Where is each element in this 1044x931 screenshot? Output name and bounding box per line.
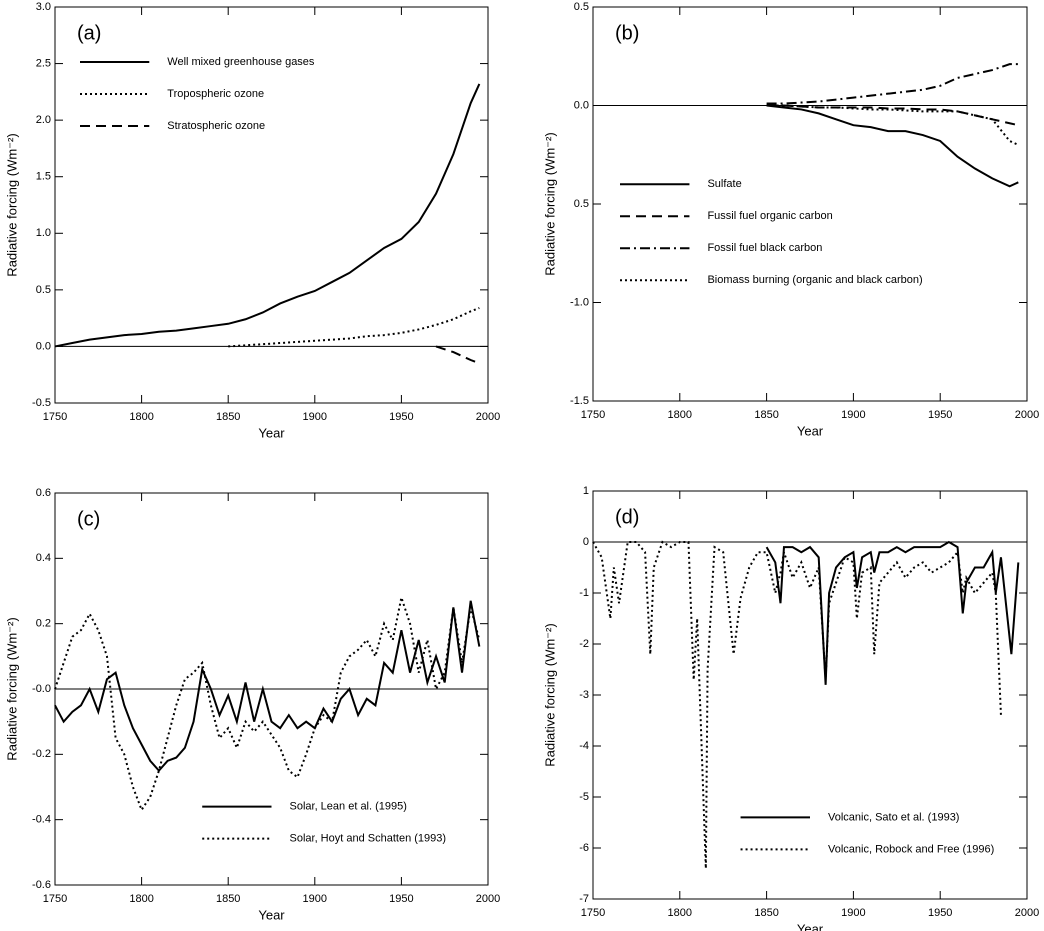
legend-text: Stratospheric ozone [167, 120, 265, 132]
legend-text: Sulfate [707, 178, 741, 190]
panel: -7 -6 -5 -4 -3 -2 -1 0 1 1750 1800 1850 1900 1950 2000… [542, 485, 1039, 931]
y-tick-label: -0.6 [32, 879, 51, 891]
panel: -1.5 -1.0 0.5 0.0 0.5 1750 1800 1850 1900 1950 200… [542, 1, 1039, 439]
x-tick-label: 1750 [43, 893, 67, 905]
y-tick-label: 1 [583, 485, 589, 497]
x-tick-label: 1750 [581, 907, 605, 919]
x-tick-label: 2000 [476, 893, 500, 905]
y-tick-label: 2.5 [36, 57, 51, 69]
series-line [766, 104, 1019, 127]
y-tick-label: 0.0 [36, 340, 51, 352]
x-tick-label: 1900 [841, 907, 865, 919]
x-tick-label: 1850 [754, 409, 778, 421]
panel-annotation: (d) [615, 506, 639, 528]
panel-annotation: (b) [615, 22, 639, 44]
y-tick-label: 0.4 [36, 552, 51, 564]
y-tick-label: -0.4 [32, 814, 51, 826]
y-tick-label: -3 [579, 689, 589, 701]
y-tick-label: -7 [579, 893, 589, 905]
y-tick-label: 3.0 [36, 1, 51, 13]
y-tick-label: 0.2 [36, 618, 51, 630]
legend-text: Well mixed greenhouse gases [167, 56, 315, 68]
series-line [54, 83, 481, 348]
y-tick-label: 0.5 [574, 1, 589, 13]
y-axis-title: Radiative forcing (Wm⁻²) [542, 132, 557, 275]
y-tick-label: -6 [579, 842, 589, 854]
x-tick-label: 1800 [668, 409, 692, 421]
y-axis-title: Radiative forcing (Wm⁻²) [4, 617, 19, 760]
legend-text: Fussil fuel organic carbon [707, 210, 832, 222]
x-axis-title: Year [797, 423, 824, 438]
legend-text: Solar, Lean et al. (1995) [290, 801, 407, 813]
panel: -0.5 0.0 0.5 1.0 1.5 2.0 2.5 3.0 1750 1800 1850 190… [4, 1, 500, 441]
y-tick-label: 1.5 [36, 171, 51, 183]
y-axis-title: Radiative forcing (Wm⁻²) [4, 133, 19, 276]
y-tick-label: 0.5 [36, 284, 51, 296]
y-tick-label: -0.5 [32, 397, 51, 409]
x-axis-title: Year [258, 425, 285, 440]
y-tick-label: -1.0 [570, 296, 589, 308]
x-tick-label: 1800 [129, 411, 153, 423]
y-tick-label: -1 [579, 587, 589, 599]
x-tick-label: 2000 [1015, 409, 1039, 421]
x-tick-label: 1900 [303, 411, 327, 423]
x-tick-label: 1900 [303, 893, 327, 905]
x-tick-label: 1900 [841, 409, 865, 421]
y-tick-label: -0.2 [32, 748, 51, 760]
y-tick-label: -1.5 [570, 395, 589, 407]
panel-annotation: (c) [77, 508, 100, 530]
series-line [54, 593, 481, 813]
panel: -0.6 -0.4 -0.2 -0.0 0.2 0.4 0.6 1750 1800 1850 190… [4, 487, 500, 923]
series-line [765, 540, 1020, 685]
series-line [54, 600, 481, 773]
x-tick-label: 1950 [928, 907, 952, 919]
legend-text: Tropospheric ozone [167, 88, 264, 100]
panel-annotation: (a) [77, 22, 101, 44]
x-tick-label: 1950 [928, 409, 952, 421]
x-tick-label: 1750 [581, 409, 605, 421]
series-line [435, 345, 480, 365]
series-line [766, 104, 1019, 146]
x-tick-label: 1750 [43, 411, 67, 423]
x-tick-label: 1800 [668, 907, 692, 919]
x-tick-label: 2000 [476, 411, 500, 423]
x-tick-label: 1850 [216, 893, 240, 905]
y-tick-label: 1.0 [36, 227, 51, 239]
y-tick-label: 0.6 [36, 487, 51, 499]
y-tick-label: 0 [583, 536, 589, 548]
series-line [766, 63, 1019, 105]
series-line [228, 307, 480, 348]
y-tick-label: -5 [579, 791, 589, 803]
y-tick-label: -0.0 [32, 683, 51, 695]
x-tick-label: 1850 [216, 411, 240, 423]
x-tick-label: 1950 [389, 893, 413, 905]
plot-frame [54, 6, 489, 404]
legend-text: Biomass burning (organic and black carbo… [707, 274, 922, 286]
y-tick-label: 0.5 [574, 198, 589, 210]
legend-text: Volcanic, Sato et al. (1993) [828, 811, 959, 823]
x-axis-title: Year [258, 907, 285, 922]
y-tick-label: -4 [579, 740, 589, 752]
x-tick-label: 1950 [389, 411, 413, 423]
legend-text: Solar, Hoyt and Schatten (1993) [290, 833, 447, 845]
y-tick-label: 0.0 [574, 99, 589, 111]
plot-frame [592, 6, 1028, 402]
legend-text: Volcanic, Robock and Free (1996) [828, 843, 994, 855]
y-tick-label: -2 [579, 638, 589, 650]
x-tick-label: 1800 [129, 893, 153, 905]
x-axis-title: Year [797, 921, 824, 931]
y-tick-label: 2.0 [36, 114, 51, 126]
y-axis-title: Radiative forcing (Wm⁻²) [542, 623, 557, 766]
x-tick-label: 2000 [1015, 907, 1039, 919]
x-tick-label: 1850 [754, 907, 778, 919]
series-line [766, 104, 1019, 188]
legend-text: Fossil fuel black carbon [707, 242, 822, 254]
